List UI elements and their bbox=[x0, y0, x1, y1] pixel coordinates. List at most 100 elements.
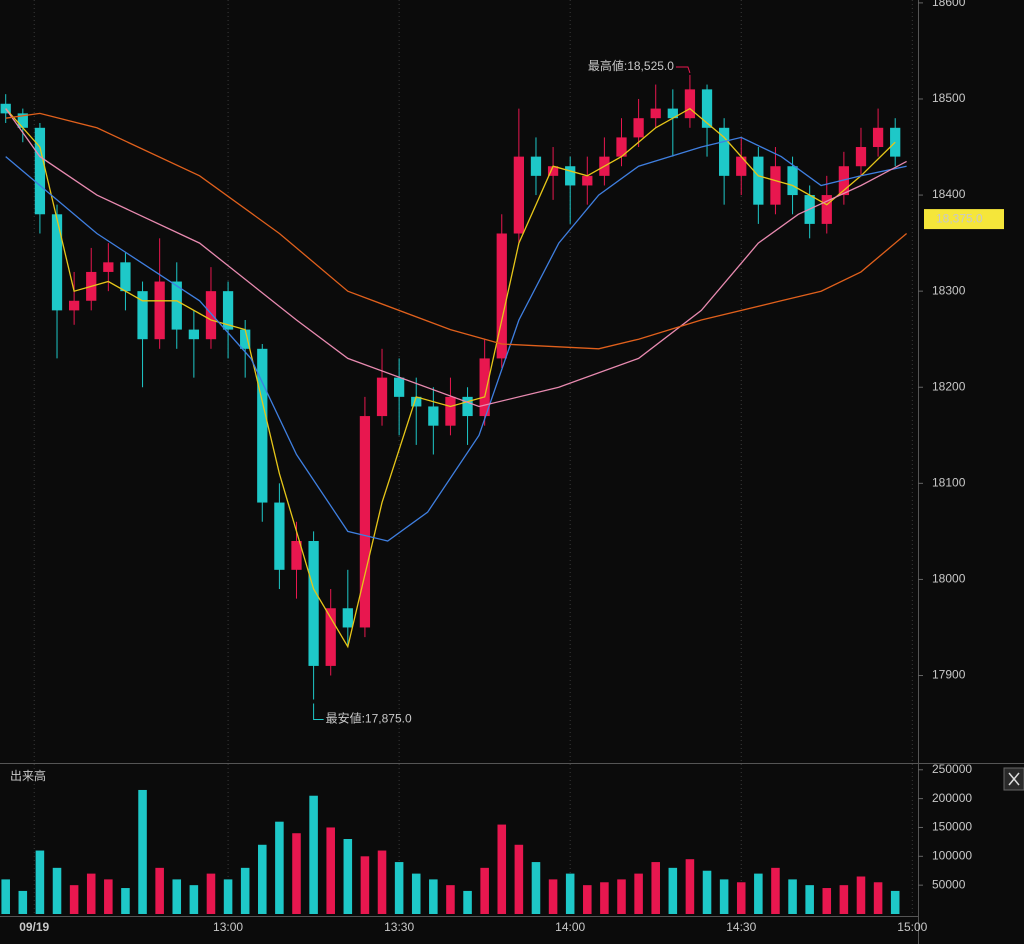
candle-body bbox=[120, 262, 131, 292]
volume-bar bbox=[138, 789, 147, 914]
price-marker-label: 18,375.0 bbox=[936, 211, 983, 225]
candle-body bbox=[411, 396, 422, 407]
candle-body bbox=[359, 416, 371, 628]
volume-bar bbox=[223, 879, 233, 914]
volume-bar bbox=[429, 879, 438, 914]
candle-body bbox=[821, 195, 832, 224]
volume-bar bbox=[155, 867, 164, 914]
candle-body bbox=[342, 608, 353, 628]
volume-bar bbox=[326, 827, 335, 914]
candle-body bbox=[753, 156, 764, 205]
annotation-arrow bbox=[675, 66, 691, 74]
candle-body bbox=[736, 156, 747, 176]
volume-bar bbox=[86, 873, 96, 914]
volume-bar bbox=[411, 873, 421, 914]
candle-body bbox=[205, 291, 217, 340]
candle-body bbox=[274, 502, 285, 570]
volume-bar bbox=[240, 867, 250, 914]
annotation: 最高値:18,525.0 bbox=[588, 58, 674, 73]
volume-bar bbox=[18, 890, 28, 914]
moving-average-line bbox=[5, 107, 896, 649]
x-tick-label: 13:00 bbox=[213, 920, 243, 934]
volume-title: 出来高 bbox=[10, 768, 46, 783]
candle-body bbox=[240, 329, 251, 349]
volume-bar bbox=[292, 833, 301, 914]
volume-bar bbox=[172, 879, 182, 914]
y-tick-label: 18400 bbox=[932, 187, 966, 201]
volume-bar bbox=[258, 844, 267, 914]
y-tick-label: 18300 bbox=[932, 283, 966, 297]
volume-bar bbox=[617, 879, 626, 914]
volume-bar bbox=[702, 870, 712, 914]
candle-body bbox=[616, 137, 627, 157]
candle-body bbox=[582, 175, 593, 186]
candle-body bbox=[787, 166, 798, 196]
volume-bar bbox=[480, 867, 489, 914]
volume-bar bbox=[634, 873, 643, 914]
volume-bar bbox=[35, 850, 45, 914]
volume-bar bbox=[531, 862, 541, 914]
y-tick-label: 18500 bbox=[932, 91, 966, 105]
volume-bar bbox=[873, 882, 883, 914]
volume-bar bbox=[771, 867, 780, 914]
candle-body bbox=[393, 377, 405, 397]
candle-body bbox=[376, 377, 388, 417]
candle-body bbox=[496, 233, 507, 359]
candle-body bbox=[103, 262, 114, 272]
volume-bar bbox=[377, 850, 387, 914]
volume-bar bbox=[548, 879, 558, 914]
candle-body bbox=[667, 108, 678, 119]
candle-body bbox=[855, 147, 867, 167]
candle-body bbox=[565, 166, 576, 186]
x-tick-label: 14:30 bbox=[726, 920, 756, 934]
candle-body bbox=[547, 166, 559, 176]
moving-average-line bbox=[5, 112, 908, 350]
volume-bar bbox=[856, 876, 866, 914]
volume-bar bbox=[514, 844, 524, 914]
volume-bar bbox=[394, 862, 404, 914]
volume-bar bbox=[360, 856, 370, 914]
candle-body bbox=[872, 127, 884, 148]
volume-bar bbox=[1, 879, 10, 914]
candle-body bbox=[34, 127, 46, 215]
volume-bar bbox=[805, 885, 814, 914]
annotation: 最安値:17,875.0 bbox=[326, 711, 412, 726]
candle-body bbox=[445, 396, 456, 426]
moving-average-line bbox=[5, 108, 907, 408]
volume-bar bbox=[121, 888, 130, 914]
volume-bar bbox=[583, 885, 592, 914]
volume-bar bbox=[565, 873, 575, 914]
y-tick-label: 100000 bbox=[932, 848, 972, 862]
candle-body bbox=[51, 214, 63, 311]
volume-bar bbox=[104, 879, 113, 914]
y-tick-label: 18200 bbox=[932, 379, 966, 393]
candle-body bbox=[222, 291, 234, 330]
volume-bar bbox=[839, 885, 849, 914]
candle-body bbox=[325, 608, 336, 666]
price-marker bbox=[924, 209, 1004, 230]
close-icon[interactable] bbox=[1008, 772, 1020, 786]
volume-bar bbox=[651, 862, 660, 914]
candle-body bbox=[137, 291, 148, 340]
volume-bar bbox=[52, 867, 62, 914]
candle-body bbox=[171, 281, 182, 330]
candle-body bbox=[650, 108, 661, 119]
close-button[interactable] bbox=[1003, 767, 1024, 791]
volume-bar bbox=[446, 885, 455, 914]
y-tick-label: 18600 bbox=[932, 0, 966, 9]
candle-body bbox=[154, 281, 165, 340]
y-tick-label: 18000 bbox=[932, 572, 966, 586]
moving-average-line bbox=[5, 136, 907, 542]
volume-bar bbox=[69, 885, 79, 914]
candle-body bbox=[68, 300, 80, 311]
volume-bar bbox=[189, 885, 199, 914]
volume-bar bbox=[206, 873, 216, 914]
y-tick-label: 50000 bbox=[932, 877, 966, 891]
x-tick-label: 09/19 bbox=[19, 920, 49, 934]
candle-body bbox=[479, 358, 490, 417]
volume-bar bbox=[788, 879, 797, 914]
candle-body bbox=[257, 348, 268, 503]
volume-bar bbox=[600, 882, 609, 914]
volume-bar bbox=[463, 890, 472, 914]
